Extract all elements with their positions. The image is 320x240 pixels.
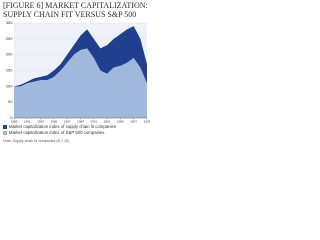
- note: Note: Supply chain fit companies (N = 25…: [3, 139, 69, 143]
- x-tick-label: 2005: [117, 119, 124, 123]
- x-tick-label: 1991: [24, 119, 31, 123]
- x-tick-label: 2007: [130, 119, 137, 123]
- y-tick-label: 250: [6, 36, 13, 41]
- y-tick-label: 100: [6, 83, 13, 88]
- legend-label: Market capitalization index of S&P 500 c…: [9, 130, 104, 135]
- y-tick-label: 150: [6, 68, 13, 73]
- y-tick-label: 200: [6, 52, 13, 57]
- x-tick-label: 1989: [11, 119, 18, 123]
- y-tick-label: 0: [10, 115, 13, 120]
- x-tick-label: 2001: [90, 119, 97, 123]
- legend-swatch: [3, 131, 7, 135]
- x-tick-label: 1993: [37, 119, 44, 123]
- area: [14, 48, 147, 119]
- x-tick-label: 2003: [104, 119, 111, 123]
- x-tick-label: 1997: [64, 119, 71, 123]
- chart-title: [FIGURE 6] MARKET CAPITALIZATION: SUPPLY…: [3, 1, 148, 19]
- x-tick-label: 1999: [77, 119, 84, 123]
- legend-swatch: [3, 125, 7, 129]
- y-tick-label: 50: [8, 99, 13, 104]
- page: [FIGURE 6] MARKET CAPITALIZATION: SUPPLY…: [0, 0, 150, 151]
- x-tick-label: 2009: [144, 119, 150, 123]
- chart: 0 50 100 150 200 250 300 1989 1991 1993 1995 1997 19…: [3, 20, 150, 143]
- legend-label: Market capitalization index of supply ch…: [9, 124, 116, 129]
- x-tick-label: 1995: [51, 119, 58, 123]
- y-tick-label: 300: [6, 20, 13, 25]
